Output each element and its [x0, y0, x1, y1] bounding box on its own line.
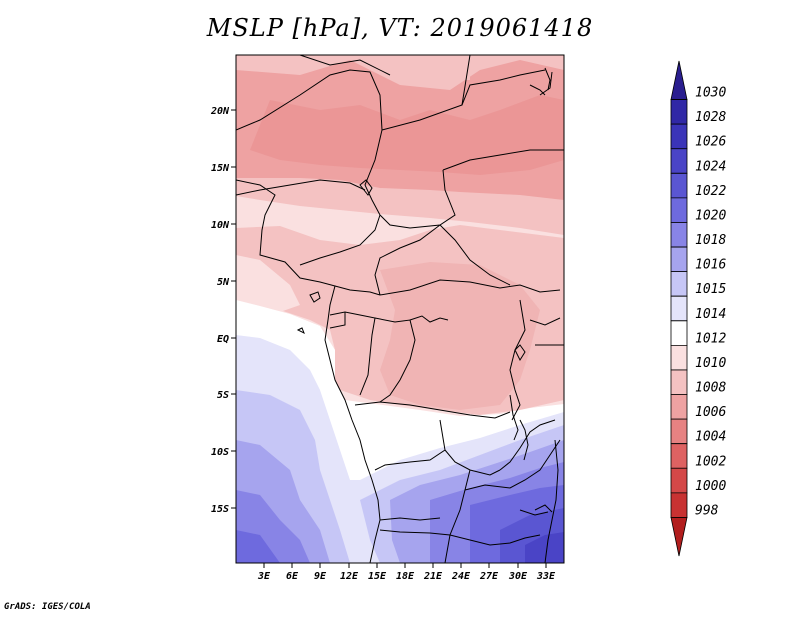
lon-label: 6E	[286, 571, 299, 582]
lon-labels: 3E 6E 9E 12E 15E 18E 21E 24E 27E 30E 33E	[257, 571, 556, 582]
lat-label: 10N	[211, 220, 230, 231]
colorbar-label: 1022	[695, 184, 726, 199]
lat-label: 5N	[217, 277, 230, 288]
colorbar-label: 1020	[695, 208, 726, 223]
colorbar-segment	[670, 271, 688, 297]
colorbar-segment	[670, 467, 688, 494]
lat-label: 10S	[211, 447, 229, 458]
colorbar-label: 1028	[695, 110, 726, 125]
colorbar-label: 1015	[695, 282, 726, 297]
lon-label: 27E	[479, 571, 499, 582]
colorbar: 1030 1028 1026 1024 1022 1020 1018 1016 1015 1014…	[670, 60, 726, 557]
colorbar-label: 1016	[695, 258, 726, 273]
lat-label: 5S	[217, 390, 229, 401]
colorbar-label: 1004	[695, 430, 726, 445]
lon-label: 9E	[314, 571, 327, 582]
lon-label: 12E	[340, 571, 359, 582]
lat-label: 15S	[211, 504, 229, 515]
lon-label: 3E	[257, 571, 271, 582]
lat-ticks	[231, 109, 236, 509]
colorbar-segment	[670, 197, 688, 223]
pressure-field	[236, 55, 564, 563]
colorbar-segment	[670, 369, 688, 395]
colorbar-segment	[670, 320, 688, 346]
colorbar-label: 998	[695, 503, 719, 518]
lon-label: 30E	[508, 571, 528, 582]
lon-label: 18E	[396, 571, 415, 582]
colorbar-label: 1006	[695, 405, 726, 420]
lon-label: 15E	[368, 571, 387, 582]
colorbar-segment	[670, 60, 688, 100]
colorbar-label: 1018	[695, 233, 726, 248]
colorbar-segment	[670, 492, 688, 518]
colorbar-segment	[670, 246, 688, 273]
colorbar-label: 1030	[695, 86, 726, 101]
map-frame	[235, 54, 565, 564]
lon-label: 24E	[451, 571, 471, 582]
country-borders	[236, 55, 564, 563]
colorbar-label: 1002	[695, 454, 726, 469]
colorbar-label: 1024	[695, 159, 726, 174]
colorbar-segment	[670, 344, 688, 371]
colorbar-label: 1008	[695, 381, 726, 396]
lon-label: 21E	[423, 571, 443, 582]
footer-credit: GrADS: IGES/COLA	[4, 602, 91, 612]
colorbar-segment	[670, 295, 688, 322]
colorbar-segment	[670, 418, 688, 445]
lon-label: 33E	[536, 571, 556, 582]
lat-label: 20N	[210, 106, 230, 117]
colorbar-segment	[670, 172, 688, 199]
lakes	[296, 71, 553, 513]
colorbar-label: 1026	[695, 135, 726, 150]
colorbar-label: 1014	[695, 307, 726, 322]
lon-ticks	[263, 563, 547, 568]
map-title: MSLP [hPa], VT: 2019061418	[206, 14, 594, 42]
colorbar-segment	[670, 443, 688, 469]
colorbar-segment	[670, 222, 688, 248]
colorbar-segment	[670, 394, 688, 420]
colorbar-segment	[670, 99, 688, 125]
colorbar-segment	[670, 148, 688, 174]
lat-labels: 20N 15N 10N 5N EQ 5S 10S 15S	[210, 106, 230, 515]
colorbar-label: 1010	[695, 356, 726, 371]
colorbar-segment	[670, 517, 688, 557]
colorbar-label: 1012	[695, 331, 726, 346]
lat-label: EQ	[217, 334, 229, 345]
colorbar-label: 1000	[695, 479, 726, 494]
lat-label: 15N	[211, 163, 230, 174]
colorbar-segment	[670, 123, 688, 150]
